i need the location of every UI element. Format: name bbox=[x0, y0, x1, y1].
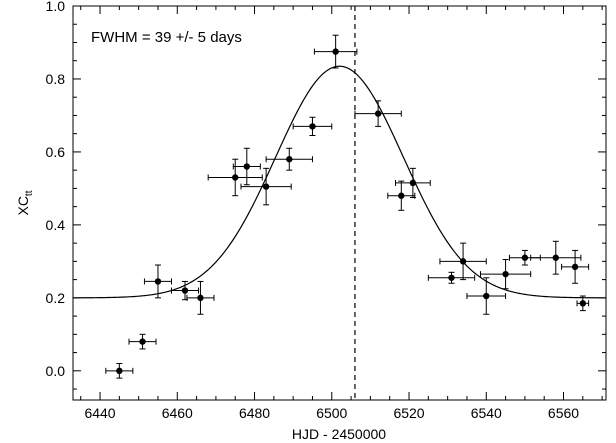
data-point bbox=[292, 116, 333, 137]
data-marker bbox=[116, 367, 123, 375]
data-marker bbox=[286, 156, 293, 163]
x-tick-label: 6520 bbox=[393, 405, 424, 421]
data-point bbox=[561, 249, 590, 284]
data-point bbox=[530, 240, 582, 275]
data-point bbox=[439, 242, 487, 281]
data-point bbox=[265, 147, 313, 171]
plot-frame bbox=[72, 5, 607, 401]
y-tick-label: 0.8 bbox=[46, 71, 66, 87]
y-axis-ticks: 0.0 0.2 0.4 0.6 0.8 1.0 bbox=[46, 0, 606, 390]
data-marker bbox=[243, 163, 251, 170]
data-marker bbox=[374, 110, 382, 117]
data-marker bbox=[262, 183, 270, 190]
data-point bbox=[427, 271, 476, 284]
data-marker bbox=[483, 292, 490, 300]
y-axis-label: XCtt bbox=[15, 190, 35, 215]
fit-curve-layer bbox=[73, 65, 606, 299]
data-point bbox=[105, 363, 134, 379]
y-tick-label: 0.0 bbox=[46, 363, 66, 379]
data-marker bbox=[571, 263, 579, 271]
data-marker bbox=[197, 294, 204, 302]
data-point bbox=[576, 295, 590, 312]
data-marker bbox=[579, 300, 587, 307]
x-tick-label: 6440 bbox=[84, 405, 115, 421]
annotation-fwhm: FWHM = 39 +/- 5 days bbox=[91, 29, 242, 46]
data-point bbox=[354, 100, 402, 127]
x-axis-ticks: 6440 6460 6480 6500 6520 6540 6560 bbox=[80, 6, 603, 421]
y-tick-label: 0.6 bbox=[46, 144, 66, 160]
x-tick-label: 6480 bbox=[239, 405, 270, 421]
x-tick-label: 6500 bbox=[316, 405, 347, 421]
y-tick-label: 0.2 bbox=[46, 290, 66, 306]
y-axis-label-main: XC bbox=[15, 196, 31, 215]
x-tick-label: 6540 bbox=[471, 405, 502, 421]
data-marker bbox=[154, 278, 162, 285]
data-point bbox=[387, 180, 416, 211]
data-point bbox=[232, 147, 261, 186]
data-point bbox=[240, 167, 292, 206]
data-point bbox=[170, 280, 200, 301]
y-axis-label-sub: tt bbox=[24, 190, 35, 196]
data-marker bbox=[139, 338, 146, 345]
y-tick-label: 0.4 bbox=[46, 217, 66, 233]
data-marker bbox=[521, 254, 529, 261]
data-marker bbox=[332, 48, 339, 55]
data-marker bbox=[309, 123, 316, 130]
data-point bbox=[395, 167, 431, 199]
data-marker bbox=[502, 270, 509, 278]
data-marker bbox=[448, 274, 455, 281]
x-tick-label: 6560 bbox=[548, 405, 579, 421]
data-marker bbox=[459, 258, 467, 265]
data-point bbox=[313, 34, 358, 69]
data-point bbox=[479, 259, 532, 290]
data-marker bbox=[552, 254, 559, 261]
x-tick-label: 6460 bbox=[162, 405, 193, 421]
y-tick-label: 1.0 bbox=[46, 0, 66, 14]
data-point bbox=[186, 280, 215, 315]
data-point bbox=[128, 333, 157, 350]
fit-curve bbox=[73, 65, 606, 299]
x-axis-label: HJD - 2450000 bbox=[292, 426, 386, 442]
data-marker bbox=[398, 192, 405, 199]
data-point bbox=[143, 264, 172, 299]
data-marker bbox=[409, 179, 417, 187]
data-point bbox=[466, 277, 507, 315]
data-points-layer bbox=[105, 34, 590, 379]
data-marker bbox=[232, 174, 239, 181]
data-point bbox=[207, 158, 263, 197]
data-marker bbox=[181, 287, 189, 294]
